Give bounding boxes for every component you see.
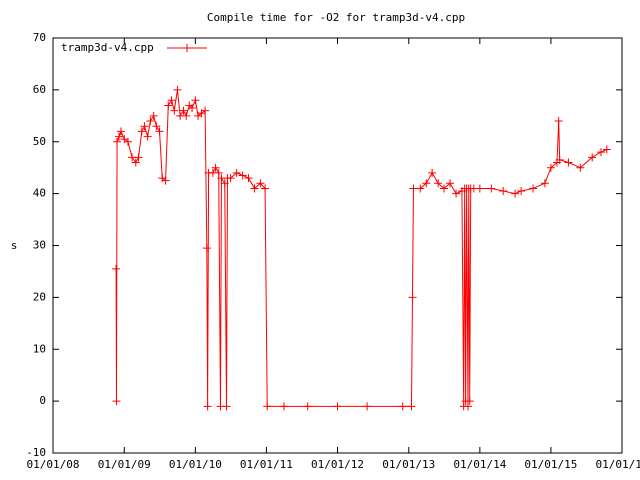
point-marker — [596, 148, 605, 157]
point-marker — [555, 155, 564, 164]
point-marker — [188, 104, 197, 113]
y-tick-label: 50 — [33, 135, 46, 148]
point-marker — [303, 402, 312, 411]
point-marker — [211, 163, 220, 172]
point-marker — [191, 96, 200, 105]
y-tick-label: 30 — [33, 239, 46, 252]
point-marker — [214, 168, 223, 177]
y-axis-label: s — [11, 239, 18, 252]
point-marker — [452, 189, 461, 198]
point-marker — [434, 179, 443, 188]
plot-frame — [52, 37, 623, 454]
point-marker — [137, 127, 146, 136]
point-marker — [232, 168, 241, 177]
point-marker — [517, 187, 526, 196]
point-marker — [446, 179, 455, 188]
point-marker — [602, 145, 611, 154]
point-marker — [173, 85, 182, 94]
x-tick-label: 01/01/13 — [382, 458, 435, 471]
point-marker — [170, 106, 179, 115]
point-marker — [155, 127, 164, 136]
point-marker — [564, 158, 573, 167]
y-tick-label: -10 — [26, 446, 46, 459]
point-marker — [112, 264, 121, 273]
point-marker — [167, 96, 176, 105]
point-marker — [116, 127, 125, 136]
point-marker — [179, 106, 188, 115]
series-line — [115, 89, 608, 407]
point-marker — [554, 117, 563, 125]
x-tick-label: 01/01/16 — [596, 458, 640, 471]
point-marker — [112, 397, 121, 406]
point-marker — [164, 101, 173, 110]
point-marker — [238, 171, 247, 180]
legend-label: tramp3d-v4.cpp — [61, 41, 154, 54]
x-tick-label: 01/01/12 — [311, 458, 364, 471]
point-marker — [161, 176, 170, 185]
point-marker — [149, 111, 158, 120]
point-marker — [152, 122, 161, 131]
point-marker — [220, 179, 229, 188]
point-marker — [146, 117, 155, 125]
point-marker — [588, 153, 597, 162]
y-tick-label: 20 — [33, 290, 46, 303]
point-marker — [279, 402, 288, 411]
point-marker — [263, 402, 272, 411]
point-marker — [333, 402, 342, 411]
point-marker — [409, 184, 418, 193]
point-marker — [407, 402, 416, 411]
x-tick-label: 01/01/11 — [240, 458, 293, 471]
x-tick-label: 01/01/15 — [524, 458, 577, 471]
point-marker — [363, 402, 372, 411]
legend-marker — [183, 44, 191, 52]
y-tick-label: 60 — [33, 83, 46, 96]
point-marker — [123, 137, 132, 146]
y-tick-label: 40 — [33, 187, 46, 200]
point-marker — [440, 184, 449, 193]
point-marker — [398, 402, 407, 411]
point-marker — [428, 168, 437, 177]
point-marker — [465, 397, 474, 406]
point-marker — [244, 174, 253, 183]
point-marker — [226, 174, 235, 183]
point-marker — [463, 402, 472, 411]
point-marker — [529, 184, 538, 193]
point-marker — [222, 402, 231, 411]
point-marker — [201, 106, 210, 115]
point-marker — [408, 293, 417, 302]
point-marker — [250, 184, 259, 193]
point-marker — [143, 132, 152, 141]
point-marker — [202, 244, 211, 253]
y-tick-label: 70 — [33, 31, 46, 44]
point-marker — [256, 179, 265, 188]
point-marker — [422, 179, 431, 188]
point-marker — [499, 187, 508, 196]
point-marker — [261, 184, 270, 193]
x-tick-label: 01/01/14 — [453, 458, 506, 471]
point-marker — [487, 184, 496, 193]
x-tick-label: 01/01/10 — [169, 458, 222, 471]
chart-title: Compile time for -O2 for tramp3d-v4.cpp — [207, 11, 465, 24]
x-tick-label: 01/01/08 — [27, 458, 80, 471]
point-marker — [511, 189, 520, 198]
point-marker — [416, 184, 425, 193]
point-marker — [203, 402, 212, 411]
x-tick-label: 01/01/09 — [98, 458, 151, 471]
point-marker — [131, 158, 140, 167]
y-tick-label: 10 — [33, 342, 46, 355]
point-marker — [576, 163, 585, 172]
point-marker — [113, 137, 122, 146]
point-marker — [134, 153, 143, 162]
point-marker — [475, 184, 484, 193]
point-marker — [182, 111, 191, 120]
y-tick-label: 0 — [39, 394, 46, 407]
point-marker — [540, 179, 549, 188]
point-marker — [140, 122, 149, 131]
point-marker — [546, 163, 555, 172]
point-marker — [115, 132, 124, 141]
